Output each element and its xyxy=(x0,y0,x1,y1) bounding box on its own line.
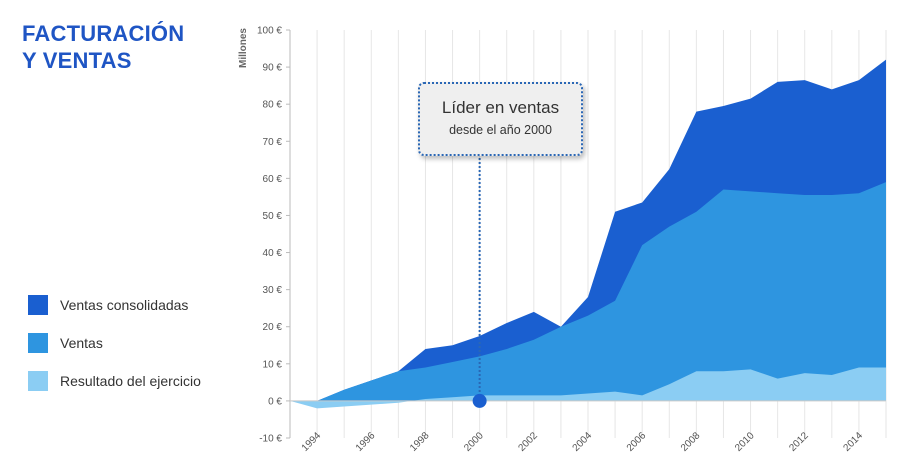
y-tick-label: 80 € xyxy=(263,100,283,111)
y-tick-label: 100 € xyxy=(257,26,282,37)
callout-box: Líder en ventas desde el año 2000 xyxy=(418,82,583,156)
x-tick-label: 2002 xyxy=(516,430,540,453)
x-tick-label: 2010 xyxy=(733,430,757,453)
callout-subtitle: desde el año 2000 xyxy=(449,123,552,137)
x-tick-label: 2000 xyxy=(462,430,486,453)
y-tick-label: 90 € xyxy=(263,63,283,74)
x-tick-label: 2014 xyxy=(842,430,866,453)
y-axis-label: Millones xyxy=(238,28,249,68)
page-title: FACTURACIÓN Y VENTAS xyxy=(22,20,184,74)
legend-item-ventas: Ventas xyxy=(28,324,201,362)
legend-swatch xyxy=(28,371,48,391)
legend-swatch xyxy=(28,333,48,353)
legend-label: Ventas consolidadas xyxy=(60,297,189,313)
x-tick-label: 1998 xyxy=(408,430,432,453)
x-tick-label: 2012 xyxy=(787,430,811,453)
title-line-1: FACTURACIÓN xyxy=(22,21,185,46)
legend-item-resultado: Resultado del ejercicio xyxy=(28,362,201,400)
legend-swatch xyxy=(28,295,48,315)
legend-label: Resultado del ejercicio xyxy=(60,373,201,389)
y-tick-label: 50 € xyxy=(263,211,283,222)
legend: Ventas consolidadas Ventas Resultado del… xyxy=(28,286,201,400)
y-tick-label: 20 € xyxy=(263,322,283,333)
x-tick-label: 2006 xyxy=(625,430,649,453)
callout-dot xyxy=(472,393,487,408)
area-series xyxy=(290,182,886,401)
y-tick-label: 0 € xyxy=(268,396,282,407)
y-tick-label: 70 € xyxy=(263,137,283,148)
legend-label: Ventas xyxy=(60,335,103,351)
y-tick-label: 60 € xyxy=(263,174,283,185)
title-line-2: Y VENTAS xyxy=(22,48,132,73)
x-tick-label: 1994 xyxy=(300,430,324,453)
y-tick-label: -10 € xyxy=(259,434,282,445)
x-tick-label: 1996 xyxy=(354,430,378,453)
y-tick-label: 40 € xyxy=(263,248,283,259)
legend-item-ventas-consolidadas: Ventas consolidadas xyxy=(28,286,201,324)
x-tick-label: 2004 xyxy=(571,430,595,453)
y-tick-label: 10 € xyxy=(263,359,283,370)
callout-title: Líder en ventas xyxy=(441,98,560,117)
y-tick-label: 30 € xyxy=(263,285,283,296)
area-series xyxy=(290,367,886,409)
x-tick-label: 2008 xyxy=(679,430,703,453)
